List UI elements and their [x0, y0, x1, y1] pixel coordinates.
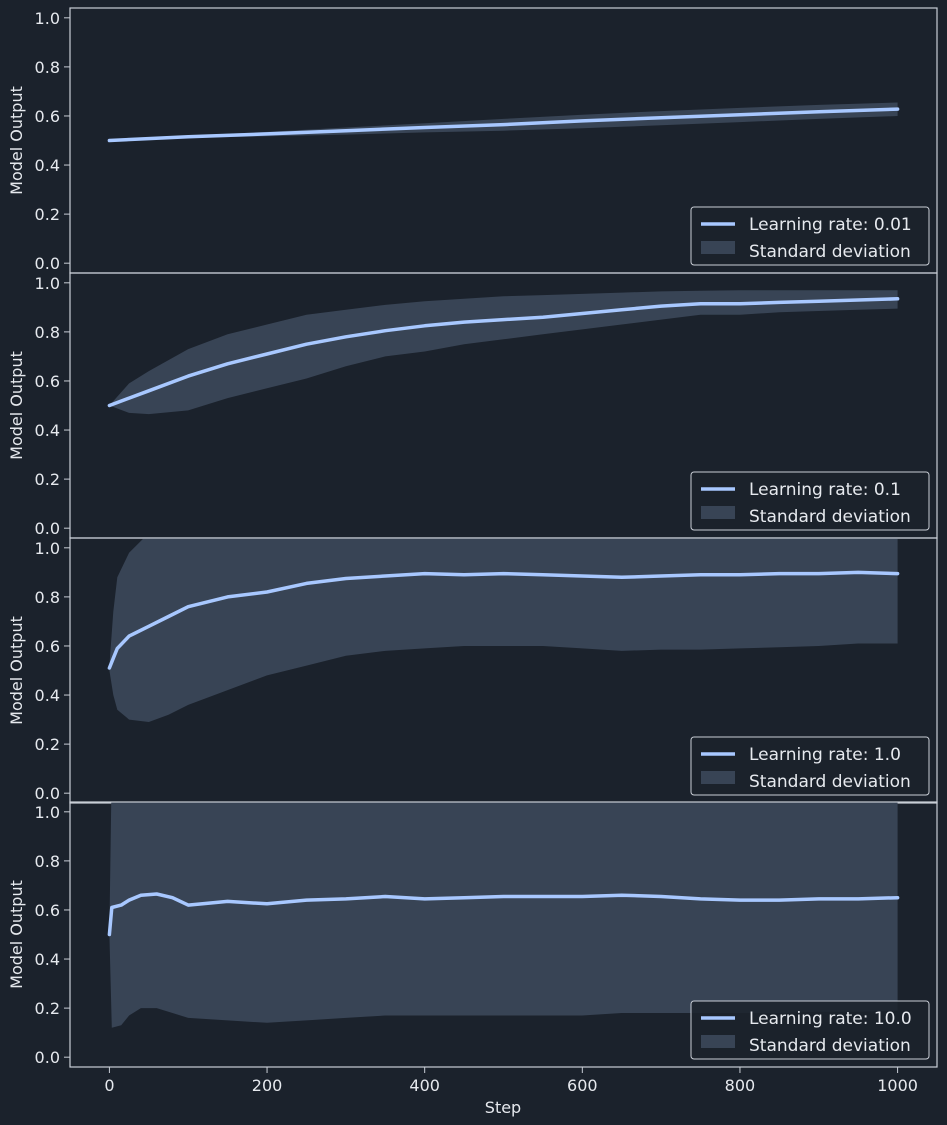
y-axis-label: Model Output: [7, 351, 26, 460]
x-tick-label: 600: [567, 1076, 598, 1095]
legend-band-label: Standard deviation: [749, 507, 911, 527]
legend-box: [690, 736, 930, 796]
y-tick-label: 0.4: [35, 950, 60, 969]
std-band: [109, 802, 898, 1028]
y-tick-label: 0.8: [35, 58, 60, 77]
y-tick-label: 0.2: [35, 205, 60, 224]
mean-line: [107, 570, 900, 670]
y-tick-label: 0.8: [35, 588, 60, 607]
panel-4: 0.0 0.2 0.4 0.6 0.8 1.0 Model Output Learning r…: [7, 801, 938, 1068]
panel-1: 0.0 0.2 0.4 0.6 0.8 1.0 Model Output Learning r…: [7, 7, 938, 274]
legend: Learning rate: 1.0 Standard deviation: [690, 736, 930, 796]
x-tick-label: 1000: [877, 1076, 918, 1095]
axes-frame: [69, 801, 938, 1068]
legend-band-label: Standard deviation: [749, 1036, 911, 1056]
std-band: [109, 290, 898, 415]
y-tick-label: 1.0: [35, 9, 60, 28]
y-tick-label: 0.2: [35, 999, 60, 1018]
y-tick-label: 0.6: [35, 372, 60, 391]
legend-box: [690, 1000, 930, 1060]
legend-band-swatch: [701, 506, 735, 519]
y-tick-label: 0.4: [35, 156, 60, 175]
mean-line: [107, 297, 900, 408]
mean-line: [107, 107, 900, 143]
y-tick-label: 0.0: [35, 1048, 60, 1067]
x-tick-label: 200: [252, 1076, 283, 1095]
legend-line-label: Learning rate: 0.1: [749, 480, 901, 500]
y-tick-label: 0.6: [35, 637, 60, 656]
panel-2: 0.0 0.2 0.4 0.6 0.8 1.0 Model Output Learning r…: [7, 272, 938, 539]
x-axis-label: Step: [485, 1098, 521, 1117]
legend-band-label: Standard deviation: [749, 242, 911, 262]
x-tick-label: 800: [725, 1076, 756, 1095]
legend-line-label: Learning rate: 1.0: [749, 745, 901, 765]
y-axis-label: Model Output: [7, 880, 26, 989]
panel-3: 0.0 0.2 0.4 0.6 0.8 1.0 Model Output Learning r…: [7, 537, 938, 804]
y-tick-label: 0.6: [35, 107, 60, 126]
y-tick-label: 0.0: [35, 784, 60, 803]
y-tick-label: 0.0: [35, 254, 60, 273]
plot-area: [107, 102, 900, 143]
legend-band-swatch: [701, 771, 735, 784]
legend-box: [690, 471, 930, 531]
y-axis-label: Model Output: [7, 616, 26, 725]
legend-band-swatch: [701, 241, 735, 254]
legend-band-swatch: [701, 1035, 735, 1048]
legend-line-label: Learning rate: 10.0: [749, 1009, 912, 1029]
mean-line: [107, 892, 900, 937]
x-tick-label: 0: [104, 1076, 114, 1095]
legend: Learning rate: 0.1 Standard deviation: [690, 471, 930, 531]
plot-area: [107, 538, 900, 722]
panels: 0.0 0.2 0.4 0.6 0.8 1.0 Model Output Learning r…: [7, 7, 938, 1068]
legend-box: [690, 206, 930, 266]
y-axis-label: Model Output: [7, 86, 26, 195]
y-tick-label: 0.6: [35, 901, 60, 920]
y-tick-label: 0.2: [35, 735, 60, 754]
y-tick-label: 0.8: [35, 852, 60, 871]
legend-line-label: Learning rate: 0.01: [749, 215, 912, 235]
plot-area: [107, 802, 900, 1028]
y-tick-label: 0.4: [35, 686, 60, 705]
y-tick-label: 1.0: [35, 803, 60, 822]
y-tick-label: 0.4: [35, 421, 60, 440]
y-tick-label: 1.0: [35, 539, 60, 558]
y-tick-label: 0.0: [35, 519, 60, 538]
y-tick-label: 0.2: [35, 470, 60, 489]
y-tick-label: 1.0: [35, 274, 60, 293]
y-tick-label: 0.8: [35, 323, 60, 342]
x-axis: 0 200 400 600 800 1000: [104, 1067, 918, 1095]
legend: Learning rate: 10.0 Standard deviation: [690, 1000, 930, 1060]
legend-band-label: Standard deviation: [749, 772, 911, 792]
x-tick-label: 400: [409, 1076, 440, 1095]
plot-area: [107, 290, 900, 415]
legend: Learning rate: 0.01 Standard deviation: [690, 206, 930, 266]
